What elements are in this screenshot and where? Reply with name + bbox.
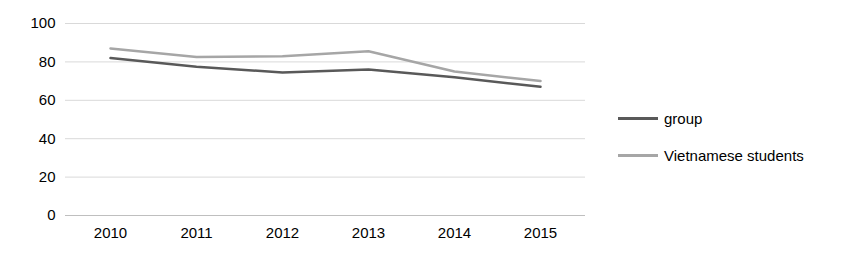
svg-text:60: 60 bbox=[39, 91, 56, 108]
svg-text:2013: 2013 bbox=[352, 224, 385, 241]
svg-text:40: 40 bbox=[39, 130, 56, 147]
svg-text:100: 100 bbox=[30, 14, 55, 31]
svg-text:80: 80 bbox=[39, 53, 56, 70]
svg-text:2011: 2011 bbox=[180, 224, 212, 241]
svg-text:20: 20 bbox=[39, 168, 56, 185]
svg-text:2010: 2010 bbox=[94, 224, 127, 241]
svg-text:2014: 2014 bbox=[438, 224, 471, 241]
svg-text:2015: 2015 bbox=[524, 224, 557, 241]
html-text:group: group bbox=[664, 110, 703, 127]
svg-text:2012: 2012 bbox=[266, 224, 299, 241]
html-text:Vietnamese students: Vietnamese students bbox=[664, 147, 804, 164]
svg-text:0: 0 bbox=[47, 206, 55, 223]
